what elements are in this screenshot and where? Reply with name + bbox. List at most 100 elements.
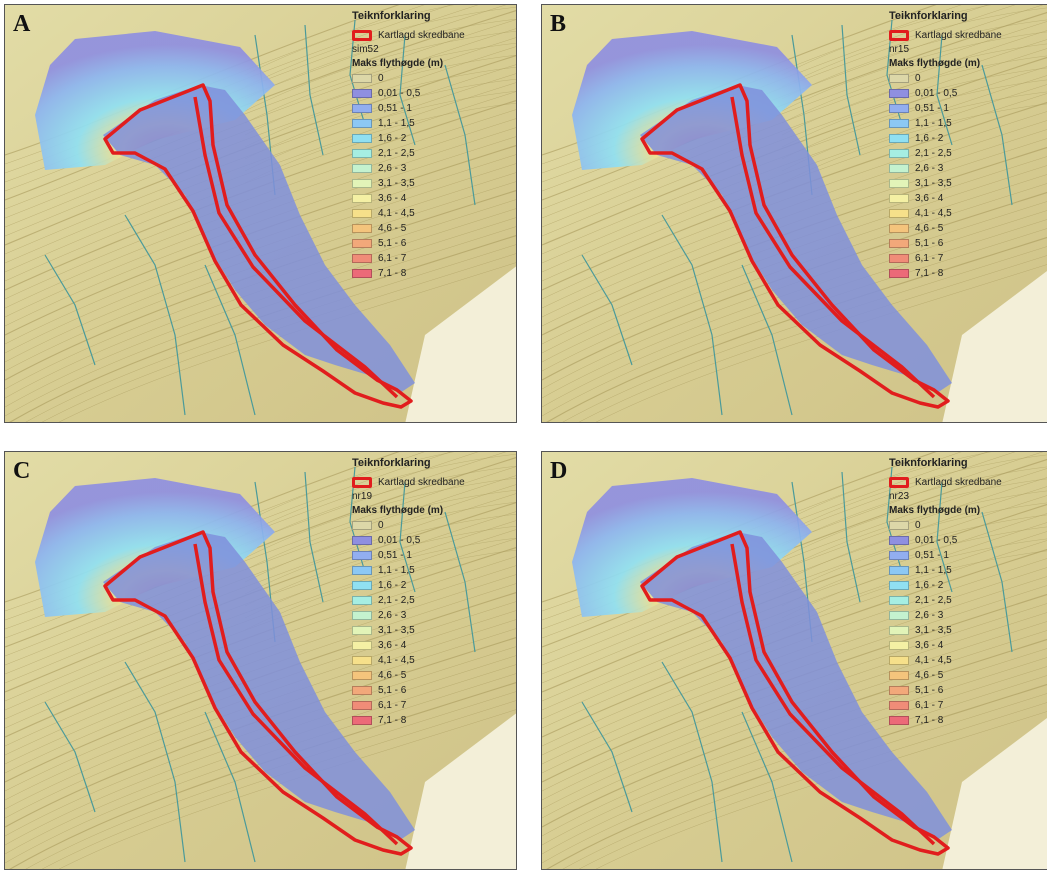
outline-swatch bbox=[352, 477, 372, 488]
legend-class-label: 1,1 - 1,5 bbox=[378, 564, 415, 576]
legend-swatch bbox=[889, 179, 909, 188]
legend-class-label: 3,6 - 4 bbox=[378, 192, 407, 204]
legend-class-label: 1,6 - 2 bbox=[915, 579, 944, 591]
legend-class-row: 0,01 - 0,5 bbox=[352, 533, 512, 548]
contour-line bbox=[5, 646, 516, 837]
contour-line bbox=[244, 78, 516, 160]
legend-swatch bbox=[889, 239, 909, 248]
simulated-flow-area bbox=[640, 532, 952, 840]
legend-swatch bbox=[352, 656, 372, 665]
outline-label: Kartlagd skredbane bbox=[915, 476, 1002, 488]
mapped-avalanche-path-outline bbox=[103, 83, 413, 409]
panel-letter: C bbox=[13, 458, 31, 484]
stream-line bbox=[661, 214, 723, 416]
contour-line bbox=[9, 235, 516, 422]
depth-title: Maks flythøgde (m) bbox=[889, 505, 981, 516]
terrain-map bbox=[542, 452, 1047, 869]
legend-swatch bbox=[889, 74, 909, 83]
legend-class-row: 3,6 - 4 bbox=[889, 638, 1047, 653]
stream-line bbox=[741, 264, 793, 416]
legend-class-label: 1,6 - 2 bbox=[915, 132, 944, 144]
legend-class-row: 3,1 - 3,5 bbox=[352, 623, 512, 638]
simulation-label: nr15 bbox=[889, 44, 910, 55]
contour-line bbox=[5, 637, 516, 828]
stream-line bbox=[44, 701, 96, 813]
legend-class-row: 4,6 - 5 bbox=[889, 668, 1047, 683]
contour-line bbox=[244, 90, 516, 172]
contour-line bbox=[781, 502, 1047, 583]
contour-line bbox=[562, 693, 1047, 869]
contour-line bbox=[781, 31, 1047, 112]
legend-class-row: 6,1 - 7 bbox=[352, 251, 512, 266]
mapped-avalanche-path-outline bbox=[103, 530, 413, 856]
stream-line bbox=[124, 214, 186, 416]
legend-swatch bbox=[352, 209, 372, 218]
legend-class-label: 3,1 - 3,5 bbox=[378, 177, 415, 189]
map-panel-c: C Teiknforklaring Kartlagd skredbane nr1… bbox=[4, 451, 517, 870]
legend-swatch bbox=[352, 239, 372, 248]
legend-swatch bbox=[352, 611, 372, 620]
legend-swatch bbox=[889, 656, 909, 665]
contour-line bbox=[542, 638, 1047, 828]
contour-line bbox=[5, 226, 516, 417]
contour-line bbox=[244, 537, 516, 619]
panel-letter: D bbox=[550, 458, 568, 484]
legend-class-label: 4,6 - 5 bbox=[378, 669, 407, 681]
legend-class-row: 4,6 - 5 bbox=[889, 221, 1047, 236]
legend-class-label: 4,1 - 4,5 bbox=[915, 654, 952, 666]
depth-class-list: 0 0,01 - 0,5 0,51 - 1 1,1 - 1,5 1,6 - 2 2,1 -… bbox=[889, 518, 1047, 728]
stream-lines bbox=[44, 19, 476, 416]
legend-class-label: 2,1 - 2,5 bbox=[915, 147, 952, 159]
contour-line bbox=[244, 42, 516, 124]
legend-class-row: 1,1 - 1,5 bbox=[352, 116, 512, 131]
legend-class-row: 0 bbox=[889, 518, 1047, 533]
legend-swatch bbox=[889, 164, 909, 173]
legend-class-row: 3,1 - 3,5 bbox=[889, 623, 1047, 638]
contour-line bbox=[5, 172, 516, 363]
contour-line bbox=[542, 657, 1047, 846]
contour-line bbox=[25, 244, 516, 422]
contour-line bbox=[244, 6, 516, 88]
map-panel-b: B Teiknforklaring Kartlagd skredbane nr1… bbox=[541, 4, 1047, 423]
contour-line bbox=[542, 210, 1047, 399]
contour-line bbox=[546, 683, 1047, 869]
legend-class-row: 2,6 - 3 bbox=[352, 161, 512, 176]
valley-floor bbox=[405, 266, 516, 422]
contour-line bbox=[781, 19, 1047, 100]
contour-line bbox=[542, 228, 1047, 417]
legend-class-label: 2,6 - 3 bbox=[915, 609, 944, 621]
terrain-map bbox=[542, 5, 1047, 422]
contour-line bbox=[781, 79, 1047, 160]
legend-class-row: 7,1 - 8 bbox=[889, 713, 1047, 728]
legend-class-label: 0 bbox=[378, 519, 384, 531]
simulated-flow-area bbox=[103, 85, 415, 393]
map-legend: Teiknforklaring Kartlagd skredbane nr15 … bbox=[889, 11, 1047, 281]
legend-class-row: 4,1 - 4,5 bbox=[889, 206, 1047, 221]
contour-line bbox=[244, 452, 455, 523]
legend-class-label: 0 bbox=[915, 72, 921, 84]
legend-swatch bbox=[352, 224, 372, 233]
legend-swatch bbox=[889, 701, 909, 710]
contour-line bbox=[5, 628, 516, 819]
contour-line bbox=[542, 183, 1047, 372]
legend-class-row: 2,6 - 3 bbox=[352, 608, 512, 623]
legend-class-label: 2,1 - 2,5 bbox=[378, 147, 415, 159]
contour-line bbox=[58, 262, 516, 422]
legend-class-row: 0,01 - 0,5 bbox=[352, 86, 512, 101]
legend-class-label: 5,1 - 6 bbox=[378, 684, 407, 696]
legend-title: Teiknforklaring bbox=[889, 457, 968, 469]
contour-lines bbox=[542, 5, 1047, 422]
legend-class-row: 4,1 - 4,5 bbox=[889, 653, 1047, 668]
legend-outline-row: Kartlagd skredbane bbox=[889, 475, 1047, 490]
legend-class-row: 5,1 - 6 bbox=[352, 236, 512, 251]
depth-title: Maks flythøgde (m) bbox=[352, 58, 444, 69]
legend-class-label: 5,1 - 6 bbox=[915, 237, 944, 249]
legend-outline-row: Kartlagd skredbane bbox=[889, 28, 1047, 43]
legend-class-label: 0,51 - 1 bbox=[378, 549, 412, 561]
contour-line bbox=[578, 702, 1047, 869]
legend-class-label: 6,1 - 7 bbox=[378, 252, 407, 264]
contour-line bbox=[542, 666, 1047, 855]
legend-class-row: 7,1 - 8 bbox=[352, 713, 512, 728]
contour-line bbox=[781, 490, 1047, 571]
legend-swatch bbox=[889, 149, 909, 158]
